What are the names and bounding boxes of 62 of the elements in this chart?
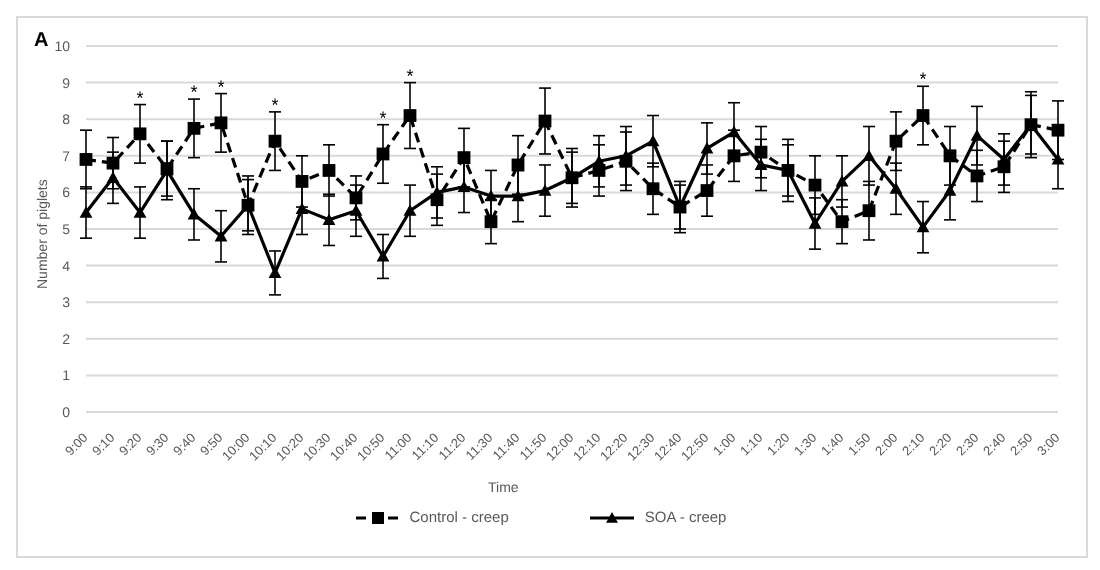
point: [214, 116, 228, 130]
point: [106, 171, 120, 183]
point: [457, 180, 471, 193]
point: [511, 189, 525, 202]
point: [889, 182, 903, 194]
point: [754, 145, 768, 159]
annotation: *: [379, 107, 388, 128]
point: [268, 266, 282, 279]
point: [322, 213, 336, 225]
point: [943, 184, 957, 196]
point: [133, 206, 147, 218]
point: [700, 184, 714, 197]
point: [106, 156, 120, 170]
annotation: *: [271, 94, 280, 115]
point: [133, 127, 147, 141]
point: [484, 215, 498, 229]
point: [619, 149, 633, 161]
annotation: *: [406, 65, 415, 86]
point: [1051, 123, 1065, 137]
point: [349, 204, 363, 216]
point: [295, 202, 309, 214]
annotation: *: [190, 82, 199, 103]
point: [862, 204, 876, 218]
point: [79, 153, 93, 166]
point: [187, 207, 201, 220]
point: [835, 215, 849, 229]
annotation: *: [217, 76, 226, 97]
annotation: *: [919, 69, 928, 90]
point: [592, 154, 606, 167]
point: [187, 121, 201, 135]
point: [322, 164, 336, 177]
point: [484, 189, 498, 202]
point: [646, 134, 660, 147]
point: [1051, 153, 1065, 165]
point: [538, 184, 552, 196]
point: [79, 206, 93, 218]
point: [808, 217, 822, 229]
point: [997, 153, 1011, 165]
point: [646, 182, 660, 196]
chart-title: A: [34, 30, 49, 52]
point: [457, 151, 471, 165]
point: [889, 134, 903, 148]
point: [862, 149, 876, 161]
point: [403, 204, 417, 216]
point: [727, 125, 741, 138]
point: [376, 250, 390, 262]
point: [349, 191, 363, 205]
point: [727, 149, 741, 163]
point: [430, 186, 444, 198]
point: [214, 229, 228, 242]
point: [970, 129, 984, 141]
point: [268, 134, 282, 148]
point: [754, 158, 768, 171]
point: [511, 158, 525, 172]
point: [403, 109, 417, 122]
point: [700, 142, 714, 154]
point: [916, 109, 930, 122]
point: [943, 149, 957, 163]
annotation: *: [136, 87, 145, 108]
point: [916, 220, 930, 233]
point: [295, 175, 309, 188]
point: [835, 175, 849, 187]
